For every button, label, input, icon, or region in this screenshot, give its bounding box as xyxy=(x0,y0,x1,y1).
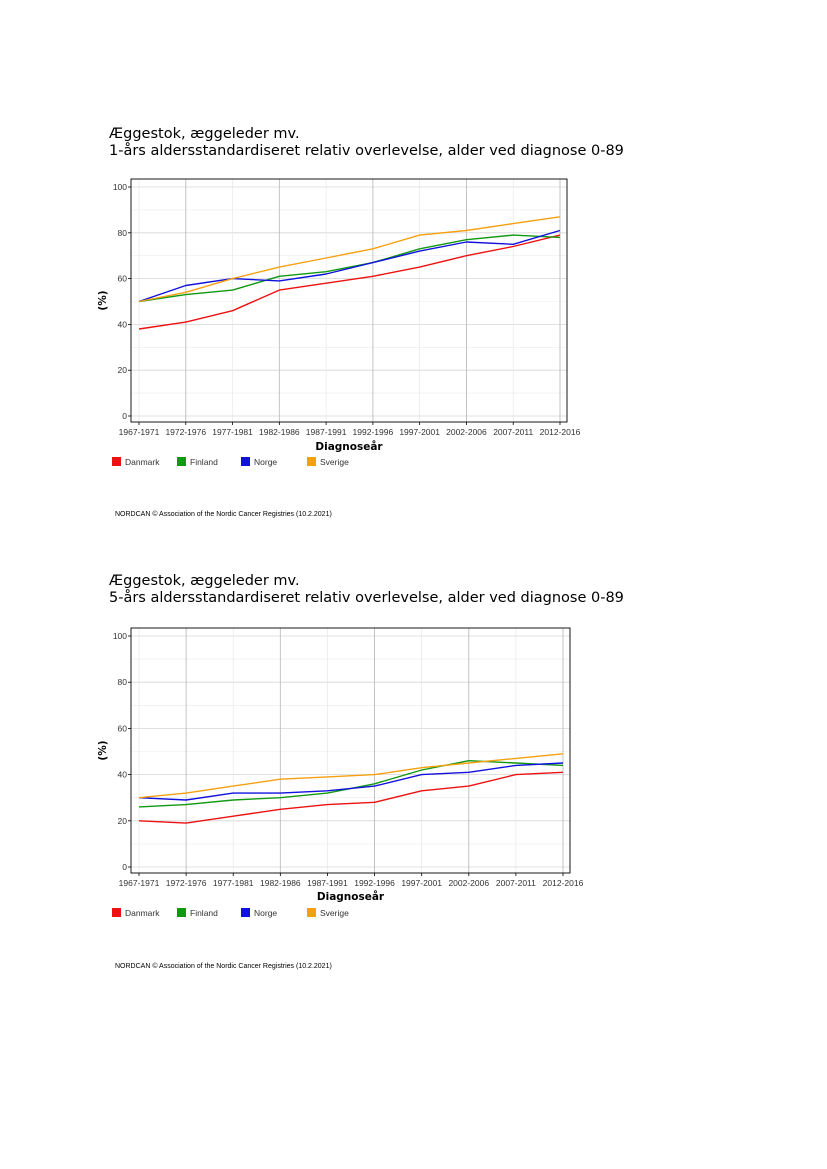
x-tick-label: 2007-2011 xyxy=(496,878,536,888)
legend-label-norge: Norge xyxy=(254,457,277,467)
legend-swatch-norge xyxy=(241,908,250,917)
x-tick-label: 1967-1971 xyxy=(119,878,160,888)
legend-label-finland: Finland xyxy=(190,457,218,467)
y-tick-label: 80 xyxy=(118,677,128,687)
series-line-sverige xyxy=(138,753,564,799)
x-tick-label: 1967-1971 xyxy=(119,427,160,437)
y-tick-label: 20 xyxy=(118,365,128,375)
line-chart-1: 0 20 40 60 80 100 1967-1971 1972-1976 1977-1981 1… xyxy=(97,178,581,467)
y-axis-label: (%) xyxy=(97,740,109,760)
x-axis-label: Diagnoseår xyxy=(315,440,383,453)
chart-1: Æggestok, æggeleder mv. 1-års aldersstan… xyxy=(0,0,827,560)
x-tick-label: 1977-1981 xyxy=(212,427,253,437)
legend-label-finland: Finland xyxy=(190,908,218,918)
legend-label-danmark: Danmark xyxy=(125,457,160,467)
y-tick-label: 40 xyxy=(118,770,128,780)
legend-swatch-finland xyxy=(177,457,186,466)
x-tick-label: 1997-2001 xyxy=(399,427,440,437)
legend-label-sverige: Sverige xyxy=(320,908,349,918)
chart-subtitle: 5-års aldersstandardiseret relativ overl… xyxy=(109,590,624,606)
x-tick-label: 2002-2006 xyxy=(446,427,487,437)
y-tick-label: 60 xyxy=(118,274,128,284)
legend-swatch-finland xyxy=(177,908,186,917)
chart-title: Æggestok, æggeleder mv. xyxy=(109,573,300,589)
y-axis-label: (%) xyxy=(97,290,109,310)
x-tick-label: 2012-2016 xyxy=(540,427,581,437)
x-tick-label: 2002-2006 xyxy=(448,878,489,888)
legend-swatch-sverige xyxy=(307,457,316,466)
legend-swatch-norge xyxy=(241,457,250,466)
x-tick-label: 1987-1991 xyxy=(306,427,347,437)
legend-label-sverige: Sverige xyxy=(320,457,349,467)
legend-swatch-sverige xyxy=(307,908,316,917)
series-line-sverige xyxy=(138,216,561,303)
chart-title: Æggestok, æggeleder mv. xyxy=(109,126,300,142)
y-tick-label: 100 xyxy=(113,631,127,641)
x-tick-label: 1977-1981 xyxy=(213,878,254,888)
series-line-norge xyxy=(138,229,561,303)
x-tick-label: 1972-1976 xyxy=(165,427,206,437)
chart-footer: NORDCAN © Association of the Nordic Canc… xyxy=(115,963,332,970)
x-axis-label: Diagnoseår xyxy=(317,890,385,903)
x-tick-label: 1987-1991 xyxy=(307,878,348,888)
legend-swatch-danmark xyxy=(112,908,121,917)
y-tick-label: 80 xyxy=(118,228,128,238)
y-tick-label: 40 xyxy=(118,319,128,329)
x-tick-label: 1972-1976 xyxy=(166,878,207,888)
series-line-norge xyxy=(138,762,564,801)
y-tick-label: 100 xyxy=(113,182,127,192)
line-chart-2: 0 20 40 60 80 100 1967-1971 1972-1976 1977-1981 1… xyxy=(97,627,584,918)
x-tick-label: 2007-2011 xyxy=(493,427,533,437)
x-tick-label: 1982-1986 xyxy=(260,878,301,888)
x-tick-label: 1982-1986 xyxy=(259,427,300,437)
plot-frame xyxy=(130,178,568,423)
x-tick-label: 1992-1996 xyxy=(354,878,395,888)
plot-area xyxy=(131,628,570,873)
plot-area xyxy=(131,179,567,422)
series-line-finland xyxy=(138,234,561,303)
series-line-danmark xyxy=(138,771,564,824)
legend-label-norge: Norge xyxy=(254,908,277,918)
y-tick-label: 20 xyxy=(118,816,128,826)
x-tick-label: 1992-1996 xyxy=(353,427,394,437)
chart-subtitle: 1-års aldersstandardiseret relativ overl… xyxy=(109,143,624,159)
y-tick-label: 0 xyxy=(122,411,127,421)
x-tick-label: 1997-2001 xyxy=(401,878,442,888)
y-tick-label: 0 xyxy=(122,862,127,872)
chart-footer: NORDCAN © Association of the Nordic Canc… xyxy=(115,511,332,518)
legend-label-danmark: Danmark xyxy=(125,908,160,918)
x-tick-label: 2012-2016 xyxy=(543,878,584,888)
series-line-danmark xyxy=(138,234,561,330)
y-tick-label: 60 xyxy=(118,723,128,733)
plot-frame xyxy=(130,627,571,874)
legend-swatch-danmark xyxy=(112,457,121,466)
